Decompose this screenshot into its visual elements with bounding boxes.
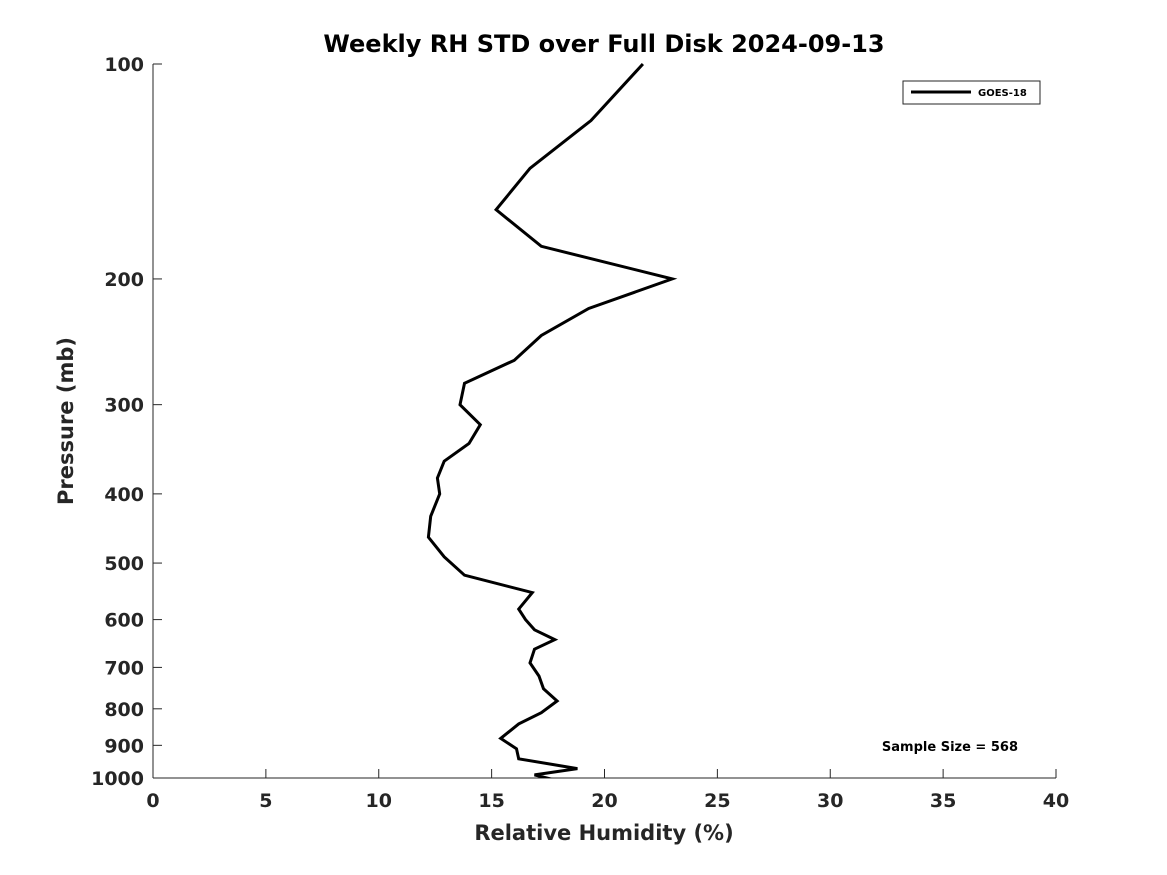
- x-tick-label: 10: [366, 790, 392, 812]
- x-tick-label: 20: [591, 790, 617, 812]
- chart-title: Weekly RH STD over Full Disk 2024-09-13: [323, 30, 884, 58]
- x-tick-label: 0: [146, 790, 159, 812]
- y-tick-label: 300: [104, 395, 144, 417]
- y-tick-label: 400: [104, 484, 144, 506]
- x-axis: 0 5 10 15 20 25 30 35 40: [146, 769, 1069, 812]
- y-tick-label: 100: [104, 54, 144, 76]
- y-axis-label: Pressure (mb): [54, 337, 78, 505]
- x-tick-label: 5: [259, 790, 272, 812]
- x-tick-label: 15: [478, 790, 504, 812]
- series-layer: [426, 62, 678, 778]
- y-tick-label: 900: [104, 735, 144, 757]
- y-axis: 100 200 300 400 500 600 700 800 900 1000: [91, 54, 162, 790]
- y-tick-label: 600: [104, 610, 144, 632]
- y-tick-label: 1000: [91, 768, 144, 790]
- x-axis-label: Relative Humidity (%): [474, 821, 733, 845]
- x-tick-label: 25: [704, 790, 730, 812]
- sample-size-annotation: Sample Size = 568: [882, 740, 1018, 755]
- legend-label-goes-18: GOES-18: [978, 88, 1027, 99]
- y-tick-label: 800: [104, 699, 144, 721]
- legend-box: [902, 80, 1041, 105]
- y-tick-label: 200: [104, 269, 144, 291]
- legend: GOES-18: [902, 80, 1041, 105]
- y-tick-label: 500: [104, 553, 144, 575]
- x-tick-label: 40: [1043, 790, 1069, 812]
- y-tick-label: 700: [104, 657, 144, 679]
- x-tick-label: 30: [817, 790, 843, 812]
- x-tick-label: 35: [930, 790, 956, 812]
- series-line-goes-18: [426, 62, 678, 778]
